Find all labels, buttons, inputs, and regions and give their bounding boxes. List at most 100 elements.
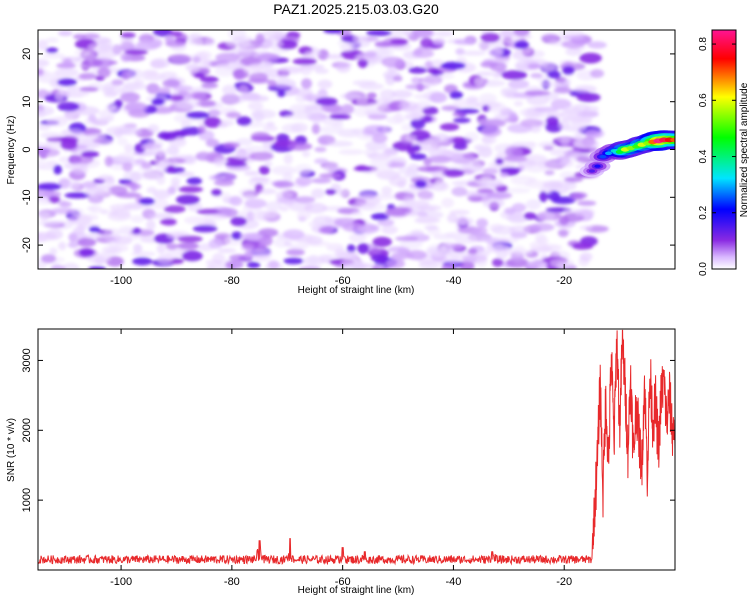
noise-blob [98, 117, 110, 125]
noise-blob [134, 79, 144, 86]
noise-blob [146, 186, 157, 194]
noise-blob [71, 208, 85, 217]
snr-y-tick-label: 3000 [21, 348, 33, 372]
noise-blob [267, 79, 277, 88]
noise-blob [93, 37, 112, 44]
noise-blob [120, 92, 141, 103]
noise-blob [452, 98, 470, 109]
noise-blob [50, 265, 66, 269]
noise-blob [499, 172, 509, 178]
noise-blob [476, 71, 495, 77]
noise-blob [498, 36, 517, 44]
noise-blob [394, 112, 403, 123]
noise-blob [441, 263, 457, 269]
noise-blob [255, 33, 265, 45]
snr-y-axis-label: SNR (10 * v/v) [6, 418, 17, 482]
noise-blob [504, 91, 523, 99]
noise-blob [111, 79, 124, 86]
noise-blob [334, 248, 347, 258]
noise-blob [243, 64, 263, 74]
noise-blob [417, 190, 434, 200]
noise-blob [117, 137, 128, 146]
noise-blob [558, 229, 569, 238]
spectrogram-y-tick-label: 0 [21, 146, 33, 152]
noise-blob [311, 188, 325, 199]
noise-blob [387, 246, 407, 253]
noise-blob [38, 59, 50, 68]
noise-blob [100, 209, 109, 215]
noise-blob [565, 47, 582, 57]
noise-blob [314, 146, 327, 153]
noise-blob [199, 58, 211, 70]
noise-blob [277, 39, 298, 50]
noise-blob [304, 105, 324, 116]
noise-blob [284, 240, 293, 247]
noise-blob [364, 51, 377, 58]
noise-blob [439, 123, 460, 131]
noise-blob [76, 90, 90, 97]
noise-blob [261, 40, 284, 48]
noise-blob [251, 210, 266, 221]
noise-blob [151, 145, 161, 153]
noise-blob [304, 50, 322, 57]
noise-blob [514, 40, 529, 50]
noise-blobs [38, 30, 609, 269]
noise-blob [43, 140, 66, 149]
noise-blob [364, 109, 389, 116]
noise-blob [208, 238, 223, 249]
noise-blob [499, 167, 522, 173]
noise-blob [295, 176, 313, 187]
noise-blob [340, 93, 361, 99]
spectrogram-y-tick-label: -20 [21, 237, 33, 253]
noise-blob [177, 235, 203, 243]
noise-blob [437, 73, 455, 79]
noise-blob [38, 68, 44, 76]
noise-blob [197, 125, 206, 134]
spectrogram-x-tick-label: -20 [556, 275, 572, 287]
noise-blob [222, 84, 237, 96]
noise-blob [40, 254, 57, 264]
noise-blob [244, 198, 267, 209]
noise-blob [317, 79, 333, 89]
noise-blob [534, 233, 547, 243]
snr-frame [37, 328, 676, 571]
noise-blob [414, 180, 427, 189]
noise-blob [398, 101, 419, 111]
noise-blob [294, 164, 313, 175]
noise-blob [250, 176, 271, 182]
noise-blob [388, 175, 408, 187]
noise-blob [259, 188, 277, 195]
noise-blob [213, 179, 235, 186]
noise-blob [356, 96, 368, 106]
noise-blob [481, 134, 497, 145]
noise-blob [165, 131, 190, 137]
noise-blob [200, 76, 219, 83]
noise-blob [440, 61, 466, 70]
noise-blob [336, 62, 351, 73]
noise-blob [410, 30, 434, 38]
noise-blob [48, 196, 61, 204]
noise-blob [377, 257, 388, 265]
noise-blob [501, 70, 528, 80]
noise-blob [452, 136, 464, 144]
noise-blob [351, 128, 366, 134]
noise-blob [409, 153, 427, 161]
noise-blob [148, 212, 174, 219]
noise-blob [38, 211, 51, 218]
noise-blob [231, 231, 243, 240]
noise-blob [177, 171, 195, 177]
noise-blob [218, 247, 237, 254]
noise-blob [159, 218, 177, 226]
noise-blob [405, 84, 430, 90]
noise-blob [311, 177, 332, 184]
noise-blob [513, 30, 530, 37]
noise-blob [404, 211, 422, 217]
noise-blob [104, 155, 114, 167]
noise-blob [418, 204, 442, 211]
noise-blob [579, 52, 602, 64]
noise-blob [146, 83, 160, 95]
snr-x-tick-label: -80 [224, 576, 240, 588]
noise-blob [38, 159, 47, 170]
noise-blob [205, 138, 220, 148]
noise-blob [38, 220, 61, 227]
